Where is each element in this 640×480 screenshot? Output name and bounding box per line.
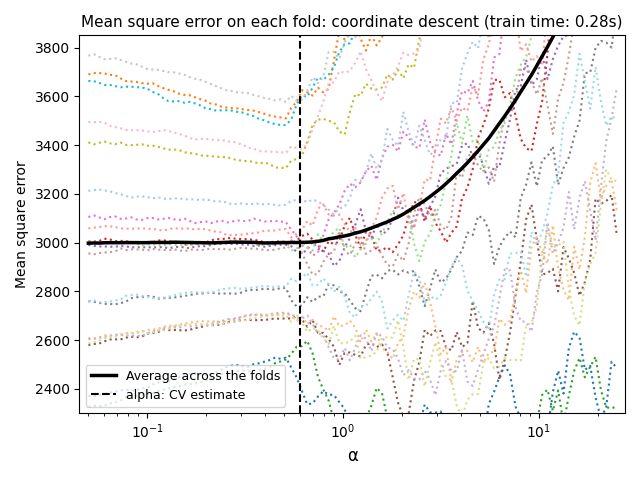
Line: Average across the folds: Average across the folds bbox=[88, 0, 617, 243]
Average across the folds bbox=[84, 240, 92, 246]
Y-axis label: Mean square error: Mean square error bbox=[15, 160, 29, 288]
Average across the folds bbox=[399, 211, 407, 217]
Average across the folds bbox=[356, 229, 364, 235]
Title: Mean square error on each fold: coordinate descent (train time: 0.28s): Mean square error on each fold: coordina… bbox=[81, 15, 623, 30]
Average across the folds bbox=[207, 240, 215, 246]
Average across the folds bbox=[186, 240, 194, 245]
Legend: Average across the folds, alpha: CV estimate: Average across the folds, alpha: CV esti… bbox=[86, 365, 285, 407]
X-axis label: α: α bbox=[347, 447, 358, 465]
